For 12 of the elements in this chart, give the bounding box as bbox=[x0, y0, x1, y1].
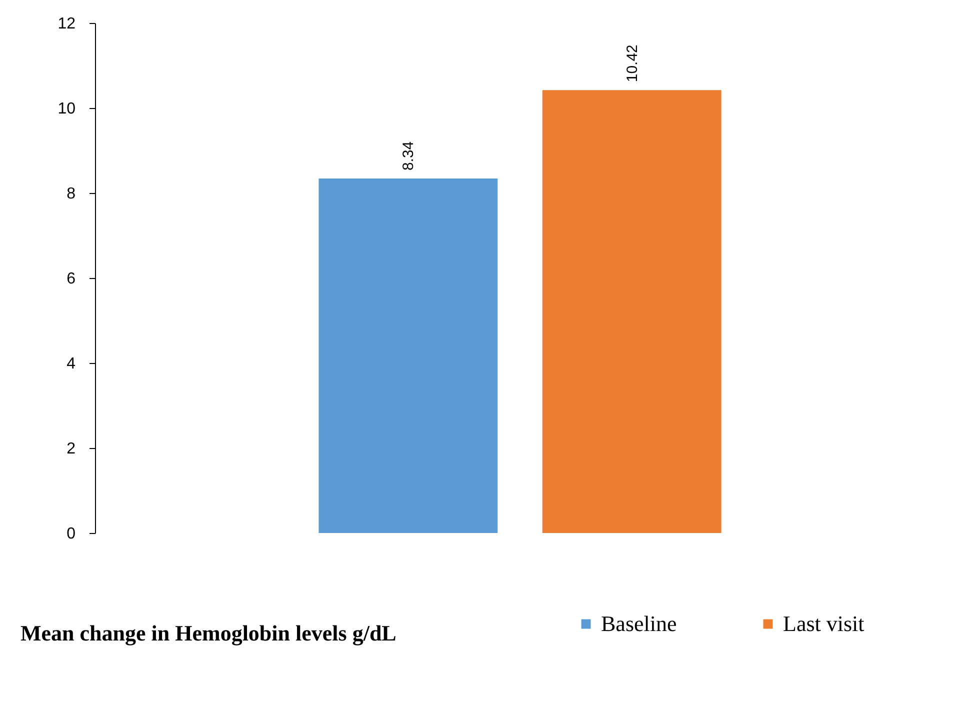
legend-label: Baseline bbox=[601, 611, 677, 636]
y-tick-label: 10 bbox=[58, 100, 76, 118]
legend-label: Last visit bbox=[783, 611, 864, 636]
y-tick-label: 8 bbox=[66, 186, 76, 202]
y-tick-label: 0 bbox=[66, 526, 76, 542]
y-tick-label: 12 bbox=[58, 16, 76, 32]
data-label: 10.42 bbox=[624, 44, 641, 82]
x-axis-title: Mean change in Hemoglobin levels g/dL bbox=[20, 620, 396, 646]
y-tick-label: 6 bbox=[66, 270, 76, 288]
data-label: 8.34 bbox=[400, 141, 418, 171]
y-tick-label: 2 bbox=[66, 440, 76, 458]
y-tick-label: 4 bbox=[66, 356, 76, 372]
